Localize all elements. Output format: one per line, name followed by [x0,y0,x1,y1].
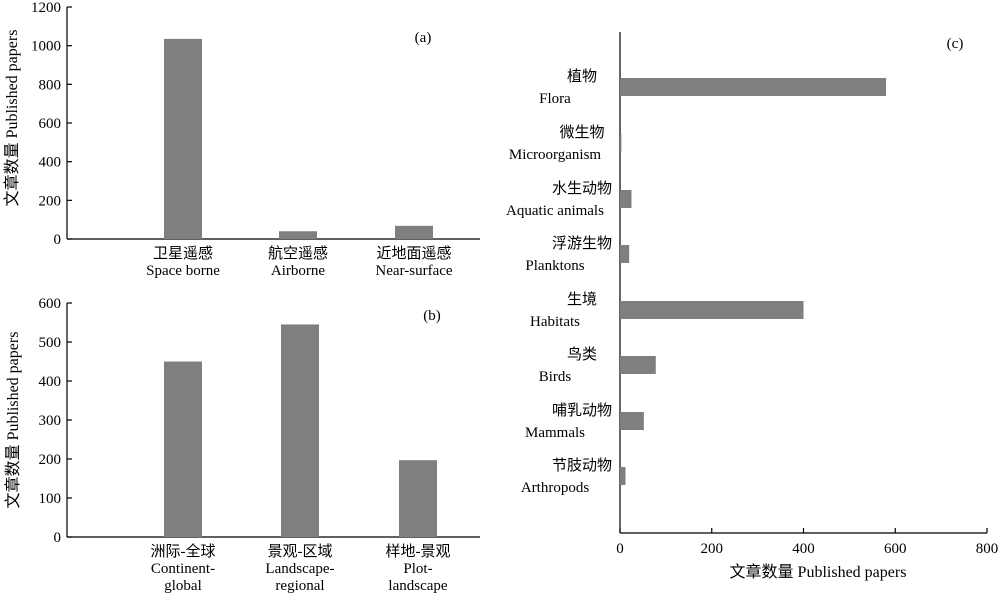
panel-a-category-label-en: Space borne [146,263,220,279]
panel-c-bar [620,134,622,152]
panel-c-x-tick-label: 400 [792,541,815,557]
panel-a-y-tick-label: 1000 [31,39,61,55]
panel-b-category-label-zh: 景观-区域 [268,543,333,560]
panel-c-category-label-zh: 节肢动物 [552,457,612,474]
panel-a-bar [395,225,433,239]
panel-a-category-label-en: Near-surface [375,263,452,279]
panel-c-x-tick-label: 0 [616,541,624,557]
panel-b-y-tick-label: 300 [39,413,62,429]
panel-a-y-tick-label: 600 [39,116,62,132]
panel-c-bar [620,78,887,96]
panel-c-label: (c) [947,36,964,52]
panel-c-bar [620,190,632,208]
panel-c-x-tick-label: 800 [976,541,999,557]
panel-b-y-tick-label: 200 [39,452,62,468]
panel-b-y-tick-label: 100 [39,491,62,507]
panel-c-chart: (c) 文章数量 Published papers 0 200 400 600 800 植… [506,32,998,581]
panel-a-y-tick-label: 800 [39,77,62,93]
panel-b-category-label-en: regional [275,578,324,594]
panel-a-y-tick-label: 400 [39,155,62,171]
panel-b-label: (b) [423,308,441,324]
panel-c-category-label-zh: 浮游生物 [552,235,612,252]
panel-c-category-label-en: Mammals [525,425,585,441]
panel-a-category-label-zh: 近地面遥感 [376,245,451,262]
panel-c-category-label-zh: 哺乳动物 [552,402,612,419]
panel-b-y-tick-label: 400 [39,374,62,390]
panel-c-category-label-zh: 植物 [567,68,597,85]
panel-c-category-label-zh: 鸟类 [567,346,597,363]
panel-c-category-label-en: Birds [539,369,572,385]
panel-b-bar [164,361,202,537]
panel-a-ylabel: 文章数量 Published papers [3,30,21,207]
panel-b-category-label-en: Plot- [403,561,432,577]
panel-a-chart: (a) 文章数量 Published papers 0 200 400 600 800 1… [3,0,480,279]
panel-b-chart: (b) 文章数量 Published papers 0 100 200 300 400 5… [4,296,480,594]
panel-b-category-label-zh: 洲际-全球 [151,542,216,560]
panel-c-category-label-en: Flora [539,91,571,107]
panel-c-category-label-zh: 微生物 [559,124,604,141]
panel-c-category-label-en: Planktons [525,258,584,274]
panel-c-category-label-en: Habitats [530,314,580,330]
panel-b-bar [281,324,319,537]
panel-c-category-label-en: Microorganism [509,147,602,163]
panel-c-category-label-zh: 生境 [567,290,597,308]
panel-c-category-label-zh: 水生动物 [552,180,612,197]
panel-b-category-label-en: Landscape- [265,561,334,577]
panel-c-x-tick-label: 200 [701,541,724,557]
panel-a-y-tick-label: 0 [54,232,62,248]
panel-c-x-tick-label: 600 [884,541,907,557]
panel-b-category-label-en: Continent- [151,561,215,577]
panel-b-ylabel: 文章数量 Published papers [4,332,22,509]
panel-b-y-tick-label: 0 [54,530,62,546]
panel-c-bar [620,356,656,374]
panel-b-category-label-zh: 样地-景观 [386,543,451,560]
panel-c-category-label-en: Aquatic animals [506,203,604,219]
panel-c-category-label-en: Arthropods [521,480,589,496]
panel-c-bar [620,467,626,485]
panel-a-category-label-zh: 卫星遥感 [153,245,213,262]
panel-a-category-label-en: Airborne [271,263,325,279]
panel-b-bar [399,460,437,537]
panel-b-y-tick-label: 500 [39,335,62,351]
panel-b-category-label-en: global [164,578,202,594]
panel-c-bar [620,301,804,319]
panel-b-category-label-en: landscape [388,578,447,594]
panel-a-label: (a) [415,30,432,46]
panel-c-bar [620,412,644,430]
panel-a-y-tick-label: 200 [39,193,62,209]
panel-a-category-label-zh: 航空遥感 [268,245,328,262]
panel-a-y-tick-label: 1200 [31,0,61,16]
panel-c-bar [620,245,630,263]
panel-b-y-tick-label: 600 [39,296,62,312]
panel-c-xlabel: 文章数量 Published papers [730,563,907,581]
panel-a-bar [279,231,317,239]
panel-a-bar [164,38,202,240]
